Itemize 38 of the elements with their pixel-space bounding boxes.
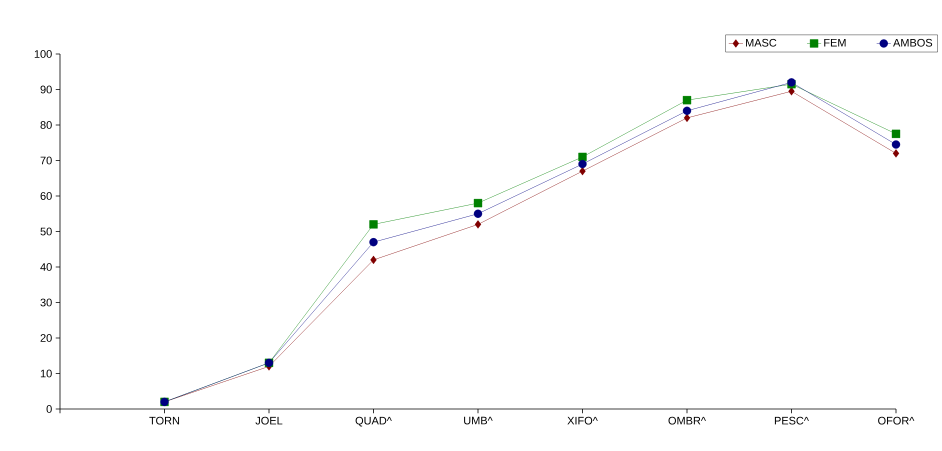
legend-label: AMBOS xyxy=(893,38,932,47)
point xyxy=(682,106,692,115)
x-tick-label: OMBR^ xyxy=(668,416,706,425)
point xyxy=(892,149,900,158)
point xyxy=(474,220,482,229)
point xyxy=(578,152,587,162)
y-tick-label: 90 xyxy=(40,86,52,94)
legend-label: MASC xyxy=(746,38,776,47)
point xyxy=(369,238,378,246)
point xyxy=(474,198,482,208)
point xyxy=(684,114,690,122)
x-tick-label: JOEL xyxy=(255,416,282,425)
x-tick-label: UMB^ xyxy=(464,416,493,424)
point xyxy=(892,140,900,149)
x-tick-label: QUAD^ xyxy=(356,416,392,426)
y-tick-label: 20 xyxy=(40,334,52,342)
point xyxy=(474,210,482,218)
x-tick-label: OFOR^ xyxy=(878,416,914,425)
y-tick-label: 70 xyxy=(40,156,52,164)
y-tick-label: 40 xyxy=(40,263,52,271)
point xyxy=(578,160,587,168)
point xyxy=(682,96,692,104)
x-tick-label: TORN xyxy=(149,416,180,425)
y-tick-label: 30 xyxy=(40,298,52,306)
y-tick-label: 100 xyxy=(34,50,52,58)
y-tick-label: 80 xyxy=(40,121,52,129)
legend-label: FEM xyxy=(824,38,846,46)
y-tick-label: 60 xyxy=(40,192,52,200)
point xyxy=(369,220,378,229)
point xyxy=(579,166,586,176)
point xyxy=(788,87,795,96)
point xyxy=(892,130,900,138)
y-tick-label: 50 xyxy=(40,228,52,236)
y-tick-label: 10 xyxy=(40,370,52,378)
x-tick-label: PESC^ xyxy=(774,416,809,425)
x-tick-label: XIFO^ xyxy=(567,416,598,425)
point xyxy=(370,256,377,264)
y-tick-label: 0 xyxy=(46,405,52,413)
